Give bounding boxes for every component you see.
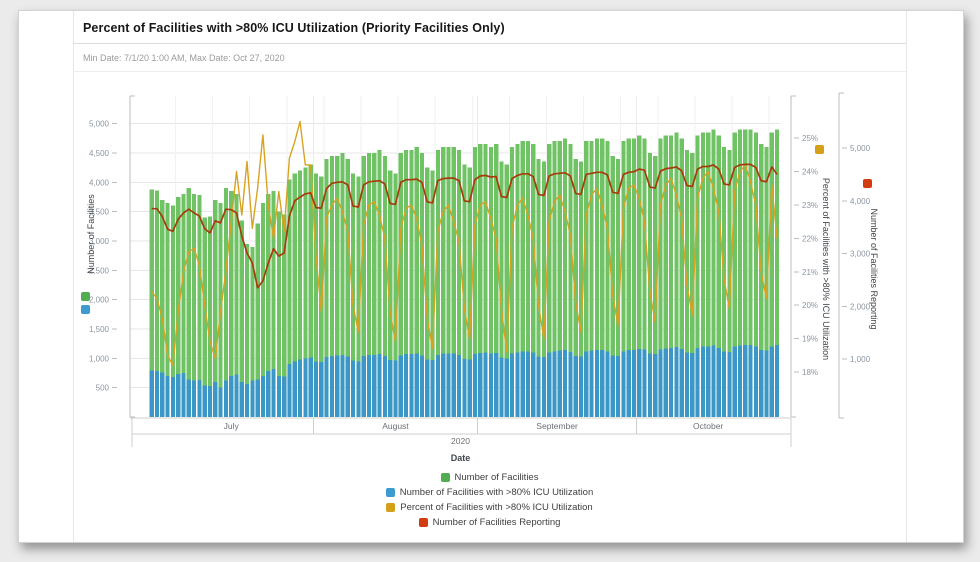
svg-text:4,500: 4,500 <box>89 149 110 158</box>
legend-item-facilities-over-80pct-icu[interactable]: Number of Facilities with >80% ICU Utili… <box>385 485 594 500</box>
svg-text:July: July <box>224 421 240 431</box>
svg-text:2020: 2020 <box>451 436 470 446</box>
blue-square-icon <box>385 488 395 497</box>
red-square-icon <box>418 518 428 527</box>
svg-text:4,000: 4,000 <box>850 197 871 206</box>
svg-text:3,000: 3,000 <box>89 237 110 246</box>
gold-square-icon <box>386 503 396 512</box>
svg-text:20%: 20% <box>802 301 818 310</box>
svg-text:September: September <box>536 421 578 431</box>
svg-text:1,500: 1,500 <box>89 325 110 334</box>
legend-label: Number of Facilities with >80% ICU Utili… <box>399 487 594 498</box>
svg-text:Number of Facilities Reporting: Number of Facilities Reporting <box>869 208 879 329</box>
svg-text:4,000: 4,000 <box>89 178 110 187</box>
left-gutter-divider <box>73 11 74 542</box>
svg-text:24%: 24% <box>802 168 818 177</box>
svg-text:25%: 25% <box>802 134 818 143</box>
svg-text:3,000: 3,000 <box>850 250 871 259</box>
svg-text:October: October <box>693 421 723 431</box>
svg-text:Percent of Facilities with >80: Percent of Facilities with >80% ICU Util… <box>821 178 831 360</box>
svg-text:19%: 19% <box>802 335 818 344</box>
svg-text:Date: Date <box>451 453 471 463</box>
chart-legend: Number of Facilities Number of Facilitie… <box>73 470 906 530</box>
title-separator <box>73 43 906 44</box>
legend-label: Percent of Facilities with >80% ICU Util… <box>400 502 593 513</box>
svg-text:18%: 18% <box>802 368 818 377</box>
legend-label: Number of Facilities <box>454 472 539 483</box>
dashboard-card: Percent of Facilities with >80% ICU Util… <box>18 10 964 543</box>
svg-text:Number of Facilities: Number of Facilities <box>86 194 96 274</box>
svg-text:500: 500 <box>96 384 110 393</box>
svg-text:3,500: 3,500 <box>89 208 110 217</box>
green-square-icon <box>440 473 450 482</box>
legend-item-percent-over-80pct-icu[interactable]: Percent of Facilities with >80% ICU Util… <box>386 500 593 515</box>
svg-text:23%: 23% <box>802 201 818 210</box>
legend-item-facilities-reporting[interactable]: Number of Facilities Reporting <box>418 515 561 530</box>
svg-text:2,500: 2,500 <box>89 266 110 275</box>
svg-text:5,000: 5,000 <box>850 144 871 153</box>
svg-text:5,000: 5,000 <box>89 120 110 129</box>
chart-canvas[interactable]: 500 1,000 1,500 2,000 2,500 3,000 3,500 4,000 4,… <box>73 73 961 465</box>
chart-title: Percent of Facilities with >80% ICU Util… <box>83 21 505 35</box>
svg-text:August: August <box>382 421 409 431</box>
legend-item-number-of-facilities[interactable]: Number of Facilities <box>440 470 539 485</box>
right-zone-divider <box>906 11 907 542</box>
svg-text:22%: 22% <box>802 234 818 243</box>
svg-text:2,000: 2,000 <box>89 296 110 305</box>
chart-subtitle: Min Date: 7/1/20 1:00 AM, Max Date: Oct … <box>83 53 285 63</box>
subtitle-separator <box>73 71 906 72</box>
svg-text:1,000: 1,000 <box>850 355 871 364</box>
legend-label: Number of Facilities Reporting <box>432 517 561 528</box>
svg-text:2,000: 2,000 <box>850 302 871 311</box>
svg-text:1,000: 1,000 <box>89 354 110 363</box>
svg-text:21%: 21% <box>802 268 818 277</box>
